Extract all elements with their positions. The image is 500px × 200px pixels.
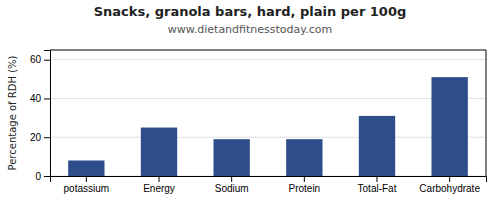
frame-right xyxy=(486,50,487,176)
y-tick-label: 20 xyxy=(30,132,42,143)
x-tick-label: Protein xyxy=(288,183,320,194)
x-tick-mark xyxy=(304,176,305,182)
y-tick-label: 60 xyxy=(30,54,42,65)
grid-line xyxy=(50,98,486,99)
x-tick-mark xyxy=(86,176,87,182)
x-tick-label: Sodium xyxy=(215,183,249,194)
grid xyxy=(50,60,486,176)
y-tick-mark xyxy=(44,98,50,99)
bar xyxy=(286,139,322,176)
x-tick: Sodium xyxy=(215,176,249,194)
x-tick-mark xyxy=(377,176,378,182)
bar xyxy=(432,77,468,176)
bar xyxy=(359,116,395,176)
y-tick-mark xyxy=(44,137,50,138)
x-tick: Carbohydrate xyxy=(419,176,480,194)
bar xyxy=(68,160,104,176)
y-tick-label: 0 xyxy=(35,171,41,182)
y-axis-title: Percentage of RDH (%) xyxy=(7,55,18,170)
x-tick-label: potassium xyxy=(64,183,110,194)
y-tick: 20 xyxy=(30,132,50,143)
x-tick: Protein xyxy=(288,176,320,194)
x-axis: potassium Energy Sodium Protein Total-Fat Car… xyxy=(51,176,487,194)
x-tick-mark xyxy=(449,176,450,182)
grid-line xyxy=(50,59,486,60)
chart: Snacks, granola bars, hard, plain per 10… xyxy=(0,0,500,200)
x-axis-line xyxy=(51,177,487,183)
plot: potassium Energy Sodium Protein Total-Fat Car… xyxy=(30,50,487,194)
grid-line xyxy=(50,137,486,138)
x-tick: potassium xyxy=(64,176,110,194)
bar xyxy=(214,139,250,176)
y-tick-mark xyxy=(44,176,50,177)
y-tick-label: 40 xyxy=(30,93,42,104)
bar xyxy=(141,128,177,176)
y-tick: 40 xyxy=(30,93,50,104)
y-tick: 60 xyxy=(30,54,50,65)
x-tick: Energy xyxy=(143,176,175,194)
frame-top xyxy=(50,50,486,51)
x-tick: Total-Fat xyxy=(358,176,397,194)
bars xyxy=(68,77,468,176)
title: Snacks, granola bars, hard, plain per 10… xyxy=(94,4,407,19)
subtitle: www.dietandfitnesstoday.com xyxy=(168,23,332,36)
y-tick: 0 xyxy=(35,171,50,182)
y-axis: 0 20 40 60 xyxy=(30,51,51,182)
y-tick-mark xyxy=(44,60,50,61)
y-axis-line xyxy=(44,51,51,177)
x-tick-label: Carbohydrate xyxy=(419,183,480,194)
x-tick-label: Energy xyxy=(143,183,175,194)
x-tick-mark xyxy=(159,176,160,182)
x-tick-label: Total-Fat xyxy=(358,183,397,194)
x-tick-mark xyxy=(231,176,232,182)
